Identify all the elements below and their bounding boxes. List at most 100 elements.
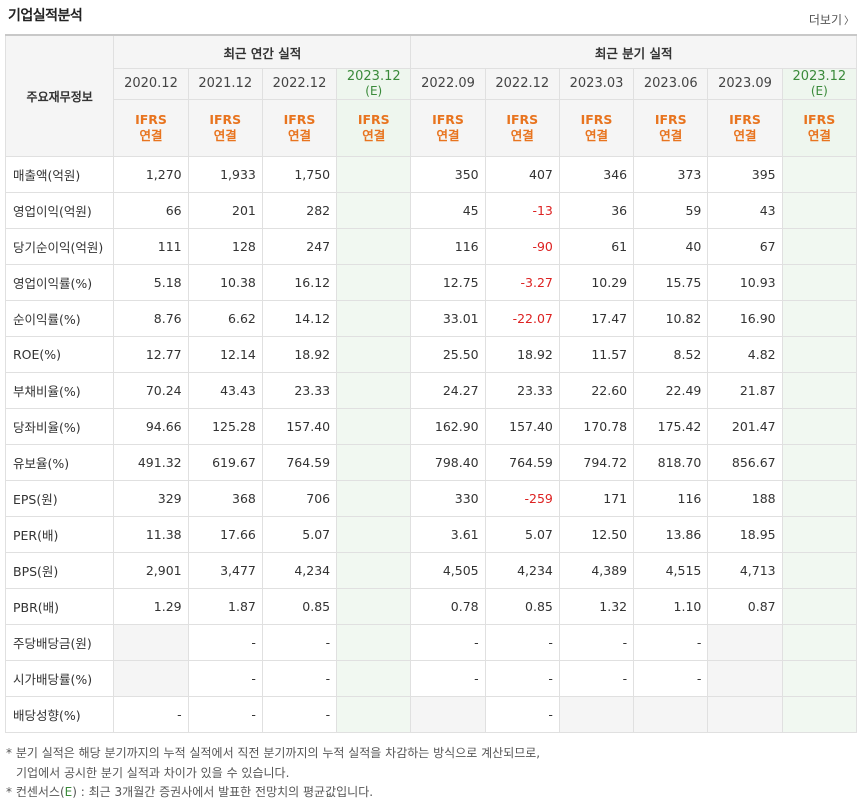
ifrs-label: IFRS bbox=[803, 112, 836, 127]
ifrs-basis-link[interactable]: IFRS 연결 bbox=[336, 99, 412, 157]
table-cell: 794.72 bbox=[558, 444, 635, 481]
table-cell: 4,515 bbox=[633, 552, 709, 589]
row-label: PBR(배) bbox=[4, 588, 115, 625]
ifrs-basis-link[interactable]: IFRS 연결 bbox=[261, 99, 338, 157]
ifrs-basis-link[interactable]: IFRS 연결 bbox=[707, 99, 783, 157]
table-cell: 2,901 bbox=[113, 552, 189, 589]
table-cell: 798.40 bbox=[410, 444, 486, 481]
table-cell: 111 bbox=[113, 228, 189, 265]
table-cell bbox=[781, 264, 858, 301]
period-header: 2023.06 bbox=[633, 68, 709, 100]
table-cell bbox=[707, 696, 783, 733]
table-cell: 1,270 bbox=[113, 156, 189, 193]
table-cell: 43 bbox=[707, 192, 783, 229]
period-label: 2022.12 bbox=[495, 76, 550, 91]
table-cell bbox=[336, 696, 412, 733]
table-cell: 59 bbox=[633, 192, 709, 229]
table-cell: 21.87 bbox=[707, 372, 783, 409]
table-cell: 350 bbox=[410, 156, 486, 193]
table-cell bbox=[336, 588, 412, 625]
table-cell bbox=[781, 408, 858, 445]
table-cell: - bbox=[187, 696, 263, 733]
table-cell: 764.59 bbox=[484, 444, 560, 481]
financial-table: 주요재무정보 최근 연간 실적 최근 분기 실적 2020.12 2021.12 2… bbox=[4, 34, 858, 733]
basis-label: 연결 bbox=[733, 128, 757, 143]
table-cell bbox=[781, 300, 858, 337]
period-label: 2022.12 bbox=[272, 76, 327, 91]
table-cell bbox=[336, 552, 412, 589]
estimate-mark: (E) bbox=[365, 84, 383, 98]
table-cell: 4,234 bbox=[261, 552, 338, 589]
table-cell: 25.50 bbox=[410, 336, 486, 373]
table-cell bbox=[633, 696, 709, 733]
table-row: PER(배) 11.38 17.66 5.07 3.61 5.07 12.50 13.86 18… bbox=[4, 516, 858, 553]
ifrs-basis-link[interactable]: IFRS 연결 bbox=[781, 99, 858, 157]
table-cell: 5.18 bbox=[113, 264, 189, 301]
table-cell: 70.24 bbox=[113, 372, 189, 409]
period-label: 2023.09 bbox=[718, 76, 772, 91]
row-label: 시가배당률(%) bbox=[4, 660, 115, 697]
table-cell: 706 bbox=[261, 480, 338, 517]
period-header: 2022.12 bbox=[484, 68, 560, 100]
table-cell: - bbox=[558, 624, 635, 661]
table-cell bbox=[336, 660, 412, 697]
table-cell bbox=[336, 480, 412, 517]
table-cell: 116 bbox=[410, 228, 486, 265]
table-cell: 16.90 bbox=[707, 300, 783, 337]
table-row: 매출액(억원) 1,270 1,933 1,750 350 407 346 373 395 bbox=[4, 156, 858, 193]
table-cell bbox=[781, 372, 858, 409]
table-cell: 12.14 bbox=[187, 336, 263, 373]
table-cell: - bbox=[187, 660, 263, 697]
ifrs-basis-link[interactable]: IFRS 연결 bbox=[113, 99, 189, 157]
table-cell bbox=[781, 660, 858, 697]
table-cell: 373 bbox=[633, 156, 709, 193]
ifrs-basis-link[interactable]: IFRS 연결 bbox=[558, 99, 635, 157]
estimate-mark: (E) bbox=[810, 84, 828, 98]
period-label: 2023.03 bbox=[569, 76, 624, 91]
table-cell: 368 bbox=[187, 480, 263, 517]
table-cell: -3.27 bbox=[484, 264, 560, 301]
table-cell: - bbox=[261, 624, 338, 661]
table-cell: 4,234 bbox=[484, 552, 560, 589]
table-cell bbox=[781, 480, 858, 517]
table-cell: 6.62 bbox=[187, 300, 263, 337]
table-cell: 5.07 bbox=[484, 516, 560, 553]
more-link[interactable]: 더보기 〉 bbox=[809, 11, 854, 28]
table-cell: 16.12 bbox=[261, 264, 338, 301]
table-row: ROE(%) 12.77 12.14 18.92 25.50 18.92 11.57 8.52… bbox=[4, 336, 858, 373]
table-cell: 162.90 bbox=[410, 408, 486, 445]
table-cell: 94.66 bbox=[113, 408, 189, 445]
ifrs-basis-link[interactable]: IFRS 연결 bbox=[410, 99, 486, 157]
table-row: BPS(원) 2,901 3,477 4,234 4,505 4,234 4,389 4,51… bbox=[4, 552, 858, 589]
row-label: 배당성향(%) bbox=[4, 696, 115, 733]
table-row: 부채비율(%) 70.24 43.43 23.33 24.27 23.33 22.60 22.… bbox=[4, 372, 858, 409]
ifrs-basis-link[interactable]: IFRS 연결 bbox=[484, 99, 560, 157]
table-cell: 17.47 bbox=[558, 300, 635, 337]
row-label: 영업이익(억원) bbox=[4, 192, 115, 229]
row-label: 부채비율(%) bbox=[4, 372, 115, 409]
table-cell bbox=[336, 192, 412, 229]
table-cell: 12.77 bbox=[113, 336, 189, 373]
table-cell: - bbox=[633, 624, 709, 661]
table-cell: 0.85 bbox=[484, 588, 560, 625]
table-cell: 11.57 bbox=[558, 336, 635, 373]
table-cell: 128 bbox=[187, 228, 263, 265]
table-row: 영업이익률(%) 5.18 10.38 16.12 12.75 -3.27 10.29 15.… bbox=[4, 264, 858, 301]
table-cell bbox=[336, 300, 412, 337]
basis-label: 연결 bbox=[807, 128, 831, 143]
table-cell: 10.93 bbox=[707, 264, 783, 301]
table-cell bbox=[336, 156, 412, 193]
footnote-2-e: E bbox=[64, 785, 73, 799]
ifrs-basis-link[interactable]: IFRS 연결 bbox=[187, 99, 263, 157]
ifrs-basis-link[interactable]: IFRS 연결 bbox=[633, 99, 709, 157]
table-cell: 12.50 bbox=[558, 516, 635, 553]
table-cell: 33.01 bbox=[410, 300, 486, 337]
table-cell: 818.70 bbox=[633, 444, 709, 481]
table-cell: 18.92 bbox=[484, 336, 560, 373]
table-cell: 1.32 bbox=[558, 588, 635, 625]
table-cell bbox=[113, 660, 189, 697]
table-cell: - bbox=[484, 624, 560, 661]
table-cell: 4,713 bbox=[707, 552, 783, 589]
table-cell: - bbox=[633, 660, 709, 697]
corner-label: 주요재무정보 bbox=[4, 34, 115, 157]
